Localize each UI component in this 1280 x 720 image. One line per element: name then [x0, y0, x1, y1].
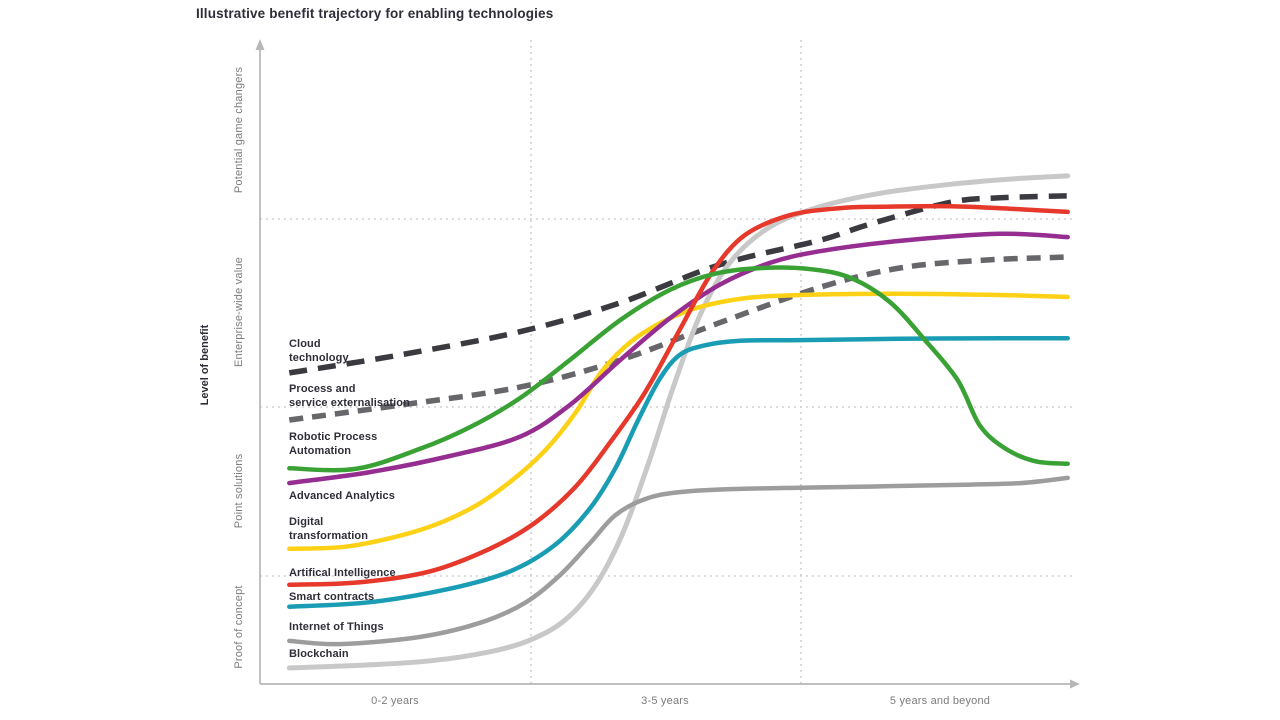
series-label-smart: Smart contracts — [289, 591, 375, 603]
curve-rpa — [287, 265, 1070, 473]
series-label-blockchain: Blockchain — [289, 648, 349, 660]
y-band-label-2: Point solutions — [233, 453, 245, 529]
y-band-label-4: Potential game changers — [233, 66, 245, 194]
curve-smart — [287, 335, 1070, 609]
series-label-digital: Digital transformation — [289, 516, 369, 542]
y-band-label-3: Enterprise-wide value — [233, 257, 245, 367]
x-tick-label-1: 0-2 years — [371, 695, 419, 707]
curve-ai — [287, 203, 1070, 588]
series-label-ai: Artifical Intelligence — [289, 567, 396, 579]
y-axis-arrow-icon — [255, 39, 265, 50]
y-band-label-1: Proof of concept — [233, 585, 245, 669]
x-tick-label-3: 5 years and beyond — [889, 695, 991, 707]
x-tick-label-2: 3-5 years — [641, 695, 689, 707]
curve-digital — [287, 291, 1070, 552]
curve-iot — [287, 475, 1070, 647]
series-label-iot: Internet of Things — [289, 621, 384, 633]
series-label-analytics: Advanced Analytics — [289, 490, 395, 502]
x-axis-arrow-icon — [1070, 679, 1080, 689]
curve-blockchain — [286, 173, 1071, 671]
y-axis-title: Level of benefit — [199, 324, 211, 406]
chart-title: Illustrative benefit trajectory for enab… — [196, 6, 554, 21]
curve-process — [288, 254, 1068, 423]
series-label-cloud: Cloud technology — [289, 338, 349, 364]
series-label-rpa: Robotic Process Automation — [289, 431, 378, 457]
series-label-process: Process and service externalisation — [289, 383, 410, 409]
curve-cloud — [288, 193, 1068, 376]
curve-analytics — [287, 231, 1070, 486]
